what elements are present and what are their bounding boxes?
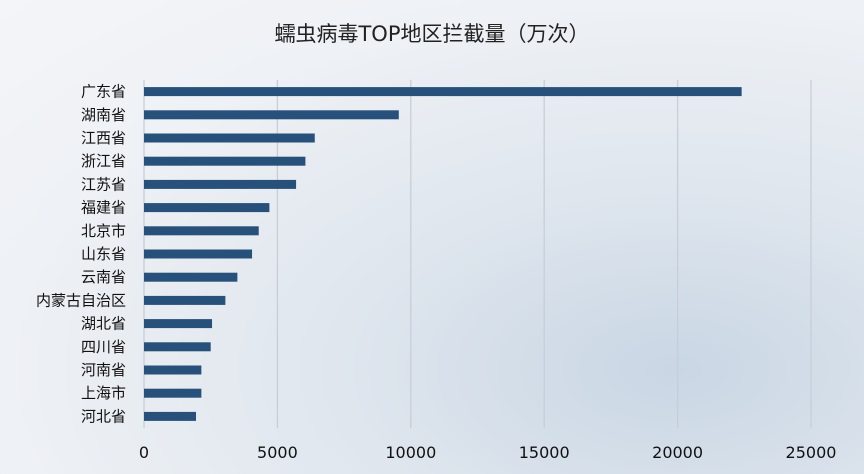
x-tick-label: 0 [139, 443, 149, 462]
bar [144, 365, 202, 375]
bar [144, 319, 213, 329]
category-label: 江苏省 [81, 175, 126, 193]
bar [144, 226, 259, 236]
category-label: 云南省 [81, 268, 126, 286]
category-label: 福建省 [81, 199, 126, 217]
bar [144, 411, 197, 421]
bar [144, 295, 226, 305]
x-tick-label: 25000 [786, 443, 837, 462]
bar [144, 203, 270, 213]
category-label: 内蒙古自治区 [36, 291, 126, 309]
category-label: 浙江省 [81, 152, 126, 170]
bar [144, 272, 238, 282]
category-label: 四川省 [81, 338, 126, 356]
bar [144, 249, 253, 259]
chart-title: 蠕虫病毒TOP地区拦截量（万次） [274, 22, 590, 46]
bar [144, 133, 315, 143]
category-label: 河北省 [81, 407, 126, 425]
category-label: 山东省 [81, 245, 126, 263]
bar [144, 179, 297, 189]
category-label: 北京市 [81, 222, 126, 240]
x-tick-label: 20000 [652, 443, 703, 462]
category-label: 湖南省 [81, 106, 126, 124]
category-label: 上海市 [81, 384, 126, 402]
bar [144, 87, 742, 97]
x-tick-label: 15000 [519, 443, 570, 462]
x-tick-label: 5000 [257, 443, 298, 462]
bar [144, 156, 306, 166]
bar [144, 388, 202, 398]
category-label: 湖北省 [81, 315, 126, 333]
bar [144, 110, 399, 120]
x-tick-label: 10000 [385, 443, 436, 462]
category-label: 广东省 [81, 83, 126, 101]
category-label: 河南省 [81, 361, 126, 379]
category-label: 江西省 [81, 129, 126, 147]
bar [144, 342, 211, 352]
